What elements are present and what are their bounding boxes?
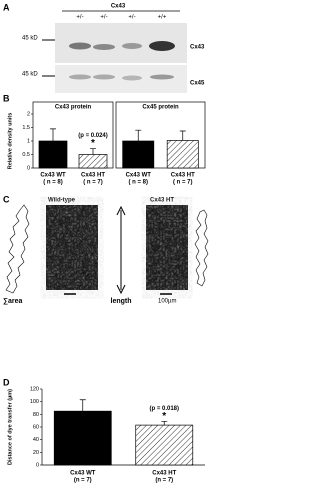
lane-label: +/- [100,15,107,21]
lane-labels: +/- +/- +/- +/+ [76,15,166,21]
cell-outline [5,204,30,294]
gene-label: Cx43 [111,4,126,10]
category-note: ( n = 8) [128,180,148,186]
x-tick-label: Cx43 WT [126,173,152,179]
category-note: (n = 7) [74,478,92,484]
band [93,74,115,80]
lane-label: +/- [128,15,135,21]
band [122,75,142,81]
y-tick-label: 1 [27,138,30,144]
x-tick-label: Cx43 HT [152,471,176,477]
lane-label: +/+ [158,15,167,21]
error-bar [90,148,96,155]
micrograph-texture [146,205,188,290]
y-tick-label: 0.5 [22,152,30,158]
scale-label: 100µm [158,299,176,305]
arrow-heads [116,205,126,295]
x-tick-label: Cx43 HT [81,173,105,179]
y-tick-label: 2 [27,111,30,117]
y-tick-label: 0 [36,462,39,468]
chart-frame [32,101,114,169]
bar [78,154,108,169]
band [122,43,142,49]
x-tick-label: Cx43 HT [171,173,195,179]
bar [135,424,194,466]
bar [38,140,68,169]
chart-frame [115,101,206,169]
length-label: length [111,298,132,305]
image-title: Cx43 HT [150,198,174,204]
panel-letter: C [3,194,10,204]
significance-marker: * [91,138,95,149]
micrograph-texture [46,205,98,290]
chart-title: Cx45 protein [142,105,179,111]
annotation: (p = 0.024) [78,133,108,139]
error-bar [161,420,168,426]
marker-label: 45 kD [22,72,38,78]
marker-label: 45 kD [22,36,38,42]
image-title: Wild-type [48,198,76,204]
panel-letter: D [3,377,10,387]
y-tick-label: 80 [33,412,39,418]
area-label: ∑area [3,298,23,305]
category-note: (n = 7) [155,478,173,484]
chart-title: Cx43 protein [55,105,92,111]
band [69,74,91,80]
category-note: ( n = 8) [43,180,63,186]
significance-marker: * [162,411,166,422]
figure: A Cx43 +/- +/- +/- +/+ 45 kD 45 kD Cx43 Cx4… [3,2,209,484]
category-note: ( n = 7) [173,180,193,186]
annotation: (p = 0.018) [149,406,179,412]
band [150,74,174,80]
y-axis-label: Distance of dye transfer (µm) [7,389,13,465]
error-bar [79,399,86,412]
y-tick-label: 100 [30,399,39,405]
panel-letter: A [3,2,10,12]
bar [53,410,112,466]
x-tick-label: Cx43 WT [70,471,96,477]
bar [122,140,155,169]
cell-outline [194,209,209,287]
y-tick-label: 40 [33,437,39,443]
y-axis-label: Relative density units [7,113,13,170]
lane-label: +/- [76,15,83,21]
x-tick-label: Cx43 WT [40,173,66,179]
band [149,41,175,51]
blot-label: Cx43 [190,45,205,51]
y-tick-label: 120 [30,386,39,392]
y-tick-label: 20 [33,450,39,456]
error-bar [179,130,186,141]
band [93,44,115,50]
category-note: ( n = 7) [83,180,103,186]
blot-label: Cx45 [190,81,205,87]
error-bar [135,129,142,141]
band [69,42,91,50]
error-bar [50,128,56,141]
y-tick-label: 60 [33,424,39,430]
y-tick-label: 1.5 [22,125,30,131]
y-tick-label: 0 [27,165,30,171]
bar [166,140,199,169]
panel-letter: B [3,93,10,103]
